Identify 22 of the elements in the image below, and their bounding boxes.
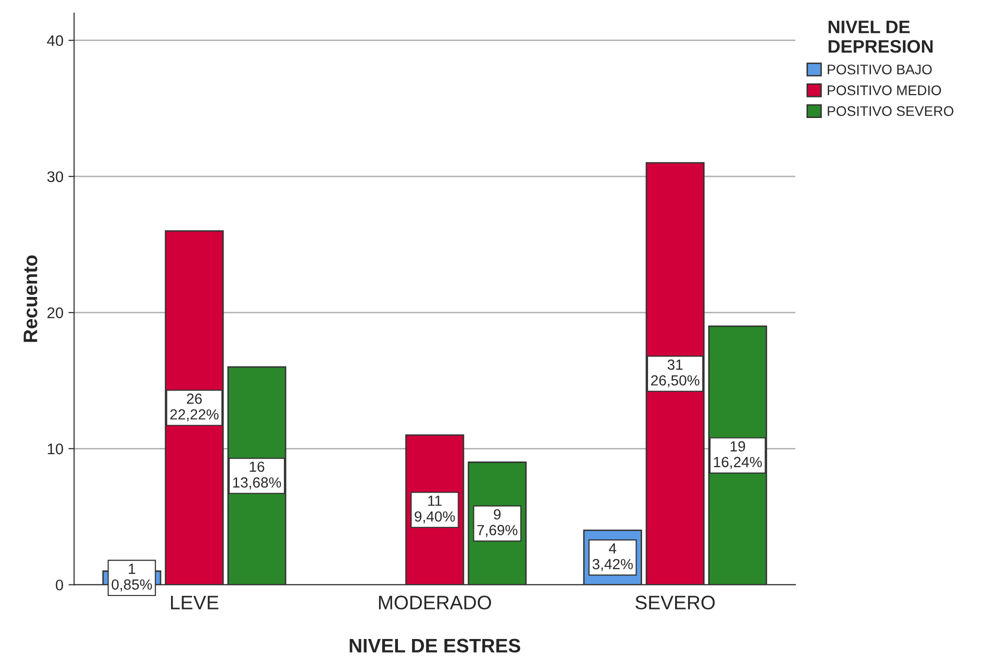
x-tick-label: MODERADO [379,596,492,610]
data-label: 4 3,42% [592,543,633,572]
y-axis-title: Recuento [24,255,38,342]
data-label: 11 9,40% [414,496,455,524]
legend-title: NIVEL DE DEPRESION [828,20,933,53]
legend-label: POSITIVO SEVERO [828,106,954,116]
y-tick-label: 20 [47,307,64,318]
y-tick-label: 0 [56,580,64,590]
y-tick-label: 10 [48,444,64,454]
legend-label: POSITIVO BAJO [828,64,932,74]
x-tick-label: LEVE [171,596,218,610]
y-tick-label: 40 [47,35,64,46]
y-tick-label: 30 [47,171,64,182]
data-label: 1 0,85% [112,564,152,592]
x-axis-title: NIVEL DE ESTRES [350,638,520,653]
data-label: 9 7,69% [477,509,518,537]
x-tick-label: SEVERO [635,596,715,610]
legend-label: POSITIVO MEDIO [828,85,941,96]
data-label: 16 13,68% [233,462,282,490]
data-label: 26 22,22% [170,394,219,422]
data-label: 31 26,50% [651,360,700,388]
data-label: 19 16,24% [714,441,762,469]
